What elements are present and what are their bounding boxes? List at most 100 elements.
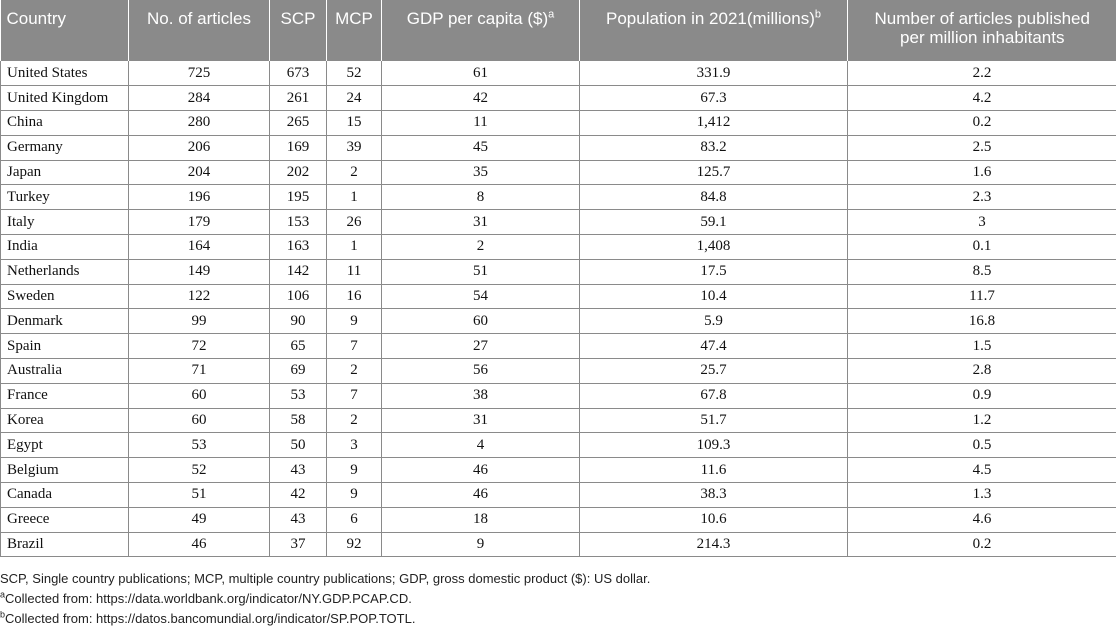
cell-scp: 202 bbox=[270, 160, 327, 185]
cell-mcp: 1 bbox=[327, 235, 382, 260]
cell-country: United Kingdom bbox=[1, 86, 129, 111]
cell-population: 1,408 bbox=[580, 235, 848, 260]
cell-per-million: 3 bbox=[848, 210, 1116, 235]
cell-mcp: 9 bbox=[327, 309, 382, 334]
cell-per-million: 4.2 bbox=[848, 86, 1116, 111]
cell-gdp: 46 bbox=[382, 483, 580, 508]
cell-articles: 164 bbox=[129, 235, 270, 260]
cell-population: 331.9 bbox=[580, 61, 848, 86]
cell-scp: 69 bbox=[270, 359, 327, 384]
cell-country: Turkey bbox=[1, 185, 129, 210]
cell-per-million: 2.5 bbox=[848, 135, 1116, 160]
cell-gdp: 46 bbox=[382, 458, 580, 483]
cell-gdp: 56 bbox=[382, 359, 580, 384]
cell-articles: 179 bbox=[129, 210, 270, 235]
footnote-b-text: Collected from: https://datos.bancomundi… bbox=[5, 611, 415, 626]
cell-mcp: 15 bbox=[327, 111, 382, 136]
cell-mcp: 52 bbox=[327, 61, 382, 86]
cell-population: 38.3 bbox=[580, 483, 848, 508]
cell-population: 10.6 bbox=[580, 507, 848, 532]
cell-per-million: 2.2 bbox=[848, 61, 1116, 86]
cell-per-million: 1.2 bbox=[848, 408, 1116, 433]
cell-scp: 169 bbox=[270, 135, 327, 160]
cell-articles: 72 bbox=[129, 334, 270, 359]
cell-country: Canada bbox=[1, 483, 129, 508]
cell-population: 84.8 bbox=[580, 185, 848, 210]
cell-articles: 204 bbox=[129, 160, 270, 185]
cell-scp: 37 bbox=[270, 532, 327, 557]
cell-scp: 90 bbox=[270, 309, 327, 334]
cell-country: Italy bbox=[1, 210, 129, 235]
cell-gdp: 31 bbox=[382, 210, 580, 235]
header-country: Country bbox=[1, 0, 129, 61]
cell-gdp: 45 bbox=[382, 135, 580, 160]
cell-per-million: 2.3 bbox=[848, 185, 1116, 210]
cell-per-million: 16.8 bbox=[848, 309, 1116, 334]
cell-country: Greece bbox=[1, 507, 129, 532]
cell-gdp: 42 bbox=[382, 86, 580, 111]
cell-per-million: 1.3 bbox=[848, 483, 1116, 508]
cell-scp: 265 bbox=[270, 111, 327, 136]
cell-population: 10.4 bbox=[580, 284, 848, 309]
cell-articles: 60 bbox=[129, 383, 270, 408]
cell-mcp: 26 bbox=[327, 210, 382, 235]
cell-population: 214.3 bbox=[580, 532, 848, 557]
header-gdp-footnote-marker: a bbox=[548, 8, 554, 20]
cell-population: 83.2 bbox=[580, 135, 848, 160]
cell-country: Belgium bbox=[1, 458, 129, 483]
cell-country: Denmark bbox=[1, 309, 129, 334]
table-footnotes: SCP, Single country publications; MCP, m… bbox=[0, 569, 1110, 629]
header-mcp: MCP bbox=[327, 0, 382, 61]
cell-scp: 65 bbox=[270, 334, 327, 359]
cell-population: 1,412 bbox=[580, 111, 848, 136]
header-population: Population in 2021(millions)b bbox=[580, 0, 848, 61]
footnote-a: aCollected from: https://data.worldbank.… bbox=[0, 589, 1110, 609]
cell-articles: 122 bbox=[129, 284, 270, 309]
cell-gdp: 60 bbox=[382, 309, 580, 334]
cell-scp: 106 bbox=[270, 284, 327, 309]
table-header-row: Country No. of articles SCP MCP GDP per … bbox=[1, 0, 1116, 61]
cell-scp: 195 bbox=[270, 185, 327, 210]
cell-population: 47.4 bbox=[580, 334, 848, 359]
header-scp: SCP bbox=[270, 0, 327, 61]
cell-population: 67.3 bbox=[580, 86, 848, 111]
header-population-footnote-marker: b bbox=[815, 8, 821, 20]
cell-gdp: 54 bbox=[382, 284, 580, 309]
cell-articles: 51 bbox=[129, 483, 270, 508]
header-gdp: GDP per capita ($)a bbox=[382, 0, 580, 61]
cell-mcp: 3 bbox=[327, 433, 382, 458]
cell-country: China bbox=[1, 111, 129, 136]
cell-mcp: 39 bbox=[327, 135, 382, 160]
cell-per-million: 0.5 bbox=[848, 433, 1116, 458]
footnote-a-text: Collected from: https://data.worldbank.o… bbox=[5, 591, 412, 606]
cell-mcp: 92 bbox=[327, 532, 382, 557]
cell-population: 109.3 bbox=[580, 433, 848, 458]
cell-per-million: 4.5 bbox=[848, 458, 1116, 483]
cell-gdp: 11 bbox=[382, 111, 580, 136]
cell-mcp: 9 bbox=[327, 458, 382, 483]
cell-country: Korea bbox=[1, 408, 129, 433]
cell-mcp: 2 bbox=[327, 160, 382, 185]
cell-mcp: 24 bbox=[327, 86, 382, 111]
cell-gdp: 2 bbox=[382, 235, 580, 260]
cell-country: Brazil bbox=[1, 532, 129, 557]
cell-mcp: 7 bbox=[327, 334, 382, 359]
cell-population: 17.5 bbox=[580, 259, 848, 284]
cell-articles: 99 bbox=[129, 309, 270, 334]
cell-gdp: 27 bbox=[382, 334, 580, 359]
cell-per-million: 0.2 bbox=[848, 532, 1116, 557]
